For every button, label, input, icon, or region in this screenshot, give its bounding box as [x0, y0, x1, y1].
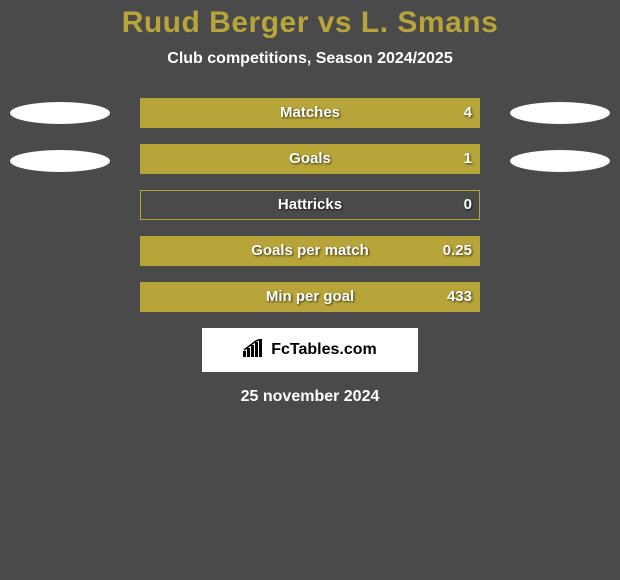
stat-row-goals: Goals 1	[0, 144, 620, 174]
comparison-card: Ruud Berger vs L. Smans Club competition…	[0, 0, 620, 580]
subtitle: Club competitions, Season 2024/2025	[0, 50, 620, 68]
page-title: Ruud Berger vs L. Smans	[0, 6, 620, 40]
date-text: 25 november 2024	[0, 388, 620, 406]
bar-track	[140, 236, 480, 266]
right-ellipse-icon	[510, 150, 610, 172]
right-ellipse-icon	[510, 102, 610, 124]
left-ellipse-icon	[10, 102, 110, 124]
brand-text: FcTables.com	[271, 341, 377, 359]
left-ellipse-icon	[10, 150, 110, 172]
stat-row-matches: Matches 4	[0, 98, 620, 128]
stat-row-hattricks: Hattricks 0	[0, 190, 620, 220]
bar-chart-icon	[243, 339, 265, 362]
stat-row-goals-per-match: Goals per match 0.25	[0, 236, 620, 266]
bar-track	[140, 190, 480, 220]
bar-track	[140, 144, 480, 174]
stat-rows: Matches 4 Goals 1 Hattricks 0 Goals per …	[0, 98, 620, 312]
bar-track	[140, 282, 480, 312]
brand-badge: FcTables.com	[202, 328, 418, 372]
stat-row-min-per-goal: Min per goal 433	[0, 282, 620, 312]
bar-track	[140, 98, 480, 128]
